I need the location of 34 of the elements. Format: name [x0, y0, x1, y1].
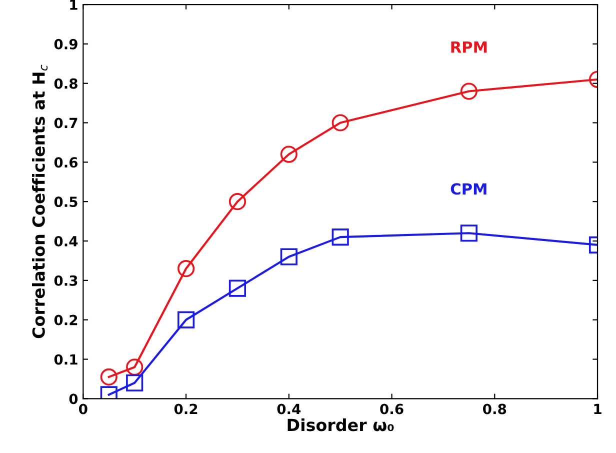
y-tick-label: 0.5 — [54, 196, 78, 208]
point — [228, 193, 246, 210]
point — [332, 228, 349, 246]
x-tick-label: 0.8 — [483, 404, 506, 414]
point — [126, 374, 144, 392]
y-tick-label: 0.6 — [54, 157, 78, 168]
text: CPM — [450, 183, 486, 195]
y-tick-label: 0 — [69, 394, 78, 404]
x-axis-title: Disorder ω₀ — [288, 418, 394, 432]
y-axis-title: Correlation Coefficients at H$_{c}$ — [32, 64, 48, 338]
point — [100, 368, 118, 386]
y-tick-label: 0.8 — [54, 78, 78, 89]
point — [126, 358, 144, 376]
y-tick-label: 1 — [70, 0, 78, 10]
y-tick-label: 0.3 — [54, 275, 78, 286]
point — [228, 280, 246, 297]
y-tick-label: 0.2 — [54, 314, 78, 326]
y-tick-label: 0.9 — [54, 38, 78, 50]
x-tick-label: 1 — [594, 404, 602, 414]
point — [177, 311, 195, 328]
point — [460, 224, 478, 242]
y-tick-label: 0.7 — [54, 118, 78, 128]
x-tick-label: 0.2 — [174, 404, 198, 414]
point — [460, 82, 478, 100]
point — [280, 146, 298, 163]
point — [332, 114, 349, 132]
x-tick-label: 0.4 — [277, 404, 301, 414]
y-tick-label: 0.1 — [54, 354, 78, 365]
text: RPM — [451, 41, 487, 53]
x-tick-label: 0 — [78, 404, 88, 414]
point — [280, 248, 298, 266]
y-tick-label: 0.4 — [54, 236, 78, 246]
x-tick-label: 0.6 — [380, 404, 404, 414]
point — [177, 260, 195, 278]
